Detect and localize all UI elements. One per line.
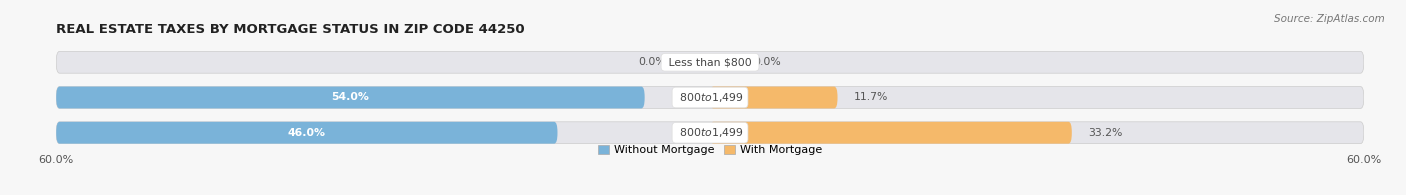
- FancyBboxPatch shape: [56, 87, 644, 108]
- Text: 0.0%: 0.0%: [754, 57, 782, 67]
- Text: REAL ESTATE TAXES BY MORTGAGE STATUS IN ZIP CODE 44250: REAL ESTATE TAXES BY MORTGAGE STATUS IN …: [56, 23, 524, 36]
- Text: 11.7%: 11.7%: [853, 92, 889, 103]
- FancyBboxPatch shape: [56, 87, 1364, 108]
- Legend: Without Mortgage, With Mortgage: Without Mortgage, With Mortgage: [593, 141, 827, 160]
- Text: Source: ZipAtlas.com: Source: ZipAtlas.com: [1274, 14, 1385, 24]
- Text: 46.0%: 46.0%: [288, 128, 326, 138]
- Text: 54.0%: 54.0%: [332, 92, 370, 103]
- FancyBboxPatch shape: [56, 51, 1364, 73]
- Text: $800 to $1,499: $800 to $1,499: [676, 91, 744, 104]
- FancyBboxPatch shape: [710, 122, 1071, 144]
- Text: 0.0%: 0.0%: [638, 57, 666, 67]
- Text: 33.2%: 33.2%: [1088, 128, 1122, 138]
- Text: Less than $800: Less than $800: [665, 57, 755, 67]
- FancyBboxPatch shape: [710, 87, 838, 108]
- FancyBboxPatch shape: [56, 122, 1364, 144]
- Text: $800 to $1,499: $800 to $1,499: [676, 126, 744, 139]
- FancyBboxPatch shape: [56, 122, 558, 144]
